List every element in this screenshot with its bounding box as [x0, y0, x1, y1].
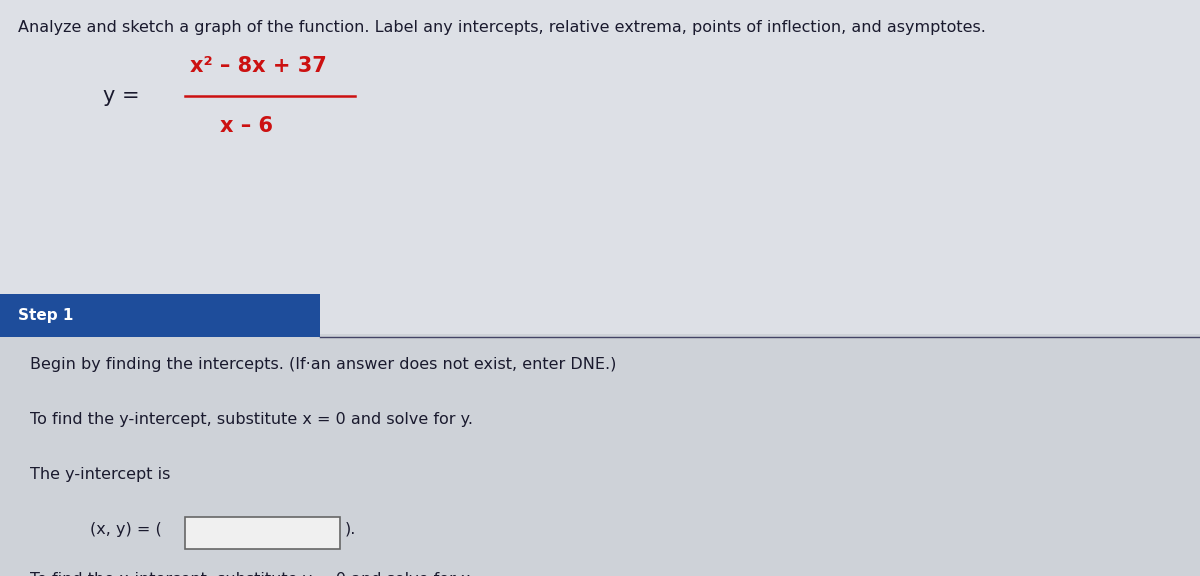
Text: ).: ). — [346, 522, 356, 537]
Text: Step 1: Step 1 — [18, 308, 73, 323]
Text: To find the x-intercept, substitute y = 0 and solve for x.: To find the x-intercept, substitute y = … — [30, 572, 475, 576]
Text: y =: y = — [103, 86, 140, 106]
Text: Begin by finding the intercepts. (If·an answer does not exist, enter DNE.): Begin by finding the intercepts. (If·an … — [30, 357, 617, 372]
Bar — [0, 294, 320, 337]
Text: x – 6: x – 6 — [220, 116, 274, 136]
Text: x² – 8x + 37: x² – 8x + 37 — [190, 56, 326, 76]
Text: The y-intercept is: The y-intercept is — [30, 467, 170, 482]
Text: (x, y) = (: (x, y) = ( — [90, 522, 162, 537]
Bar — [0, 334, 1200, 576]
Bar — [185, 517, 340, 549]
Text: Analyze and sketch a graph of the function. Label any intercepts, relative extre: Analyze and sketch a graph of the functi… — [18, 20, 986, 35]
Text: To find the y-intercept, substitute x = 0 and solve for y.: To find the y-intercept, substitute x = … — [30, 412, 473, 427]
Bar — [0, 0, 1200, 334]
